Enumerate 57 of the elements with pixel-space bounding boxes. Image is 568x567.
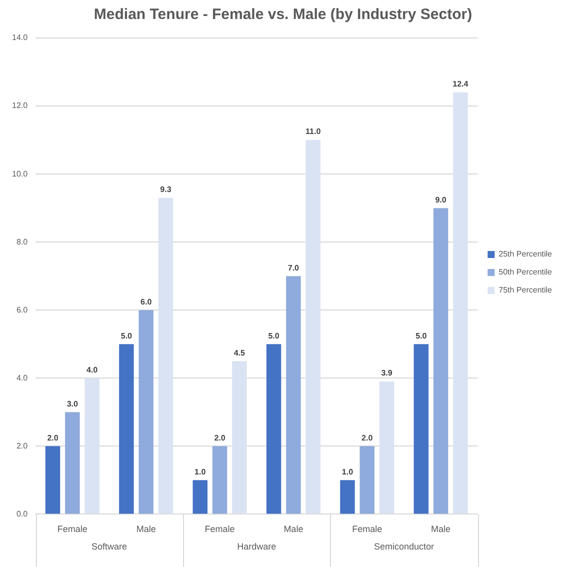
- text: Software: [91, 542, 128, 552]
- data-label: 2.0: [214, 433, 226, 442]
- data-label: 5.0: [268, 331, 280, 340]
- bar: [286, 276, 301, 514]
- data-label: 11.0: [306, 127, 322, 136]
- x-tick-label: Female: [57, 524, 88, 534]
- y-tick-label: 14.0: [12, 33, 28, 42]
- bar: [45, 446, 60, 514]
- bar: [138, 310, 154, 514]
- bar: [306, 140, 320, 514]
- bar: [266, 344, 282, 514]
- text: Hardware: [237, 542, 276, 552]
- data-label: 1.0: [194, 467, 206, 476]
- legend-label: 25th Percentile: [498, 250, 553, 259]
- legend-label: 75th Percentile: [498, 286, 553, 295]
- bar: [158, 198, 174, 514]
- x-tick-label: Female: [352, 524, 382, 534]
- bar: [340, 480, 355, 514]
- data-label: 5.0: [416, 331, 428, 340]
- data-label: 12.4: [452, 80, 469, 89]
- data-label: 2.0: [47, 433, 59, 442]
- bar: [414, 344, 429, 514]
- data-label: 9.0: [435, 195, 447, 204]
- data-label: 7.0: [288, 263, 300, 272]
- bar: [433, 208, 448, 514]
- y-tick-label: 0.0: [16, 509, 28, 518]
- data-label: 3.0: [66, 399, 79, 408]
- bar: [65, 412, 80, 514]
- data-label: 3.9: [381, 368, 393, 378]
- bar: [119, 344, 134, 514]
- bar: [379, 382, 394, 514]
- y-tick-label: 8.0: [16, 237, 28, 246]
- bar: [453, 92, 468, 514]
- y-tick-label: 12.0: [12, 101, 28, 110]
- data-label: 4.0: [86, 365, 98, 374]
- data-label: 1.0: [342, 467, 354, 476]
- data-label: 6.0: [140, 297, 152, 306]
- bar: [212, 446, 228, 514]
- bar: [232, 361, 247, 514]
- data-label: 9.3: [160, 185, 172, 194]
- y-tick-label: 4.0: [16, 373, 28, 382]
- x-tick-label: Male: [431, 524, 451, 534]
- data-label: 5.0: [120, 331, 133, 340]
- y-tick-label: 6.0: [16, 305, 28, 314]
- bar: [360, 446, 374, 514]
- text: Semiconductor: [374, 542, 434, 552]
- legend-label: 50th Percentile: [498, 268, 553, 277]
- bar: [192, 480, 208, 514]
- chart-title: Median Tenure - Female vs. Male (by Industry Sector): [94, 6, 472, 24]
- y-tick-label: 2.0: [16, 441, 28, 450]
- y-tick-label: 10.0: [12, 169, 28, 178]
- x-tick-label: Male: [284, 524, 304, 534]
- data-label: 2.0: [362, 433, 374, 442]
- bar: [84, 378, 100, 514]
- data-label: 4.5: [234, 348, 246, 358]
- x-tick-label: Female: [204, 524, 235, 534]
- x-tick-label: Male: [136, 524, 156, 534]
